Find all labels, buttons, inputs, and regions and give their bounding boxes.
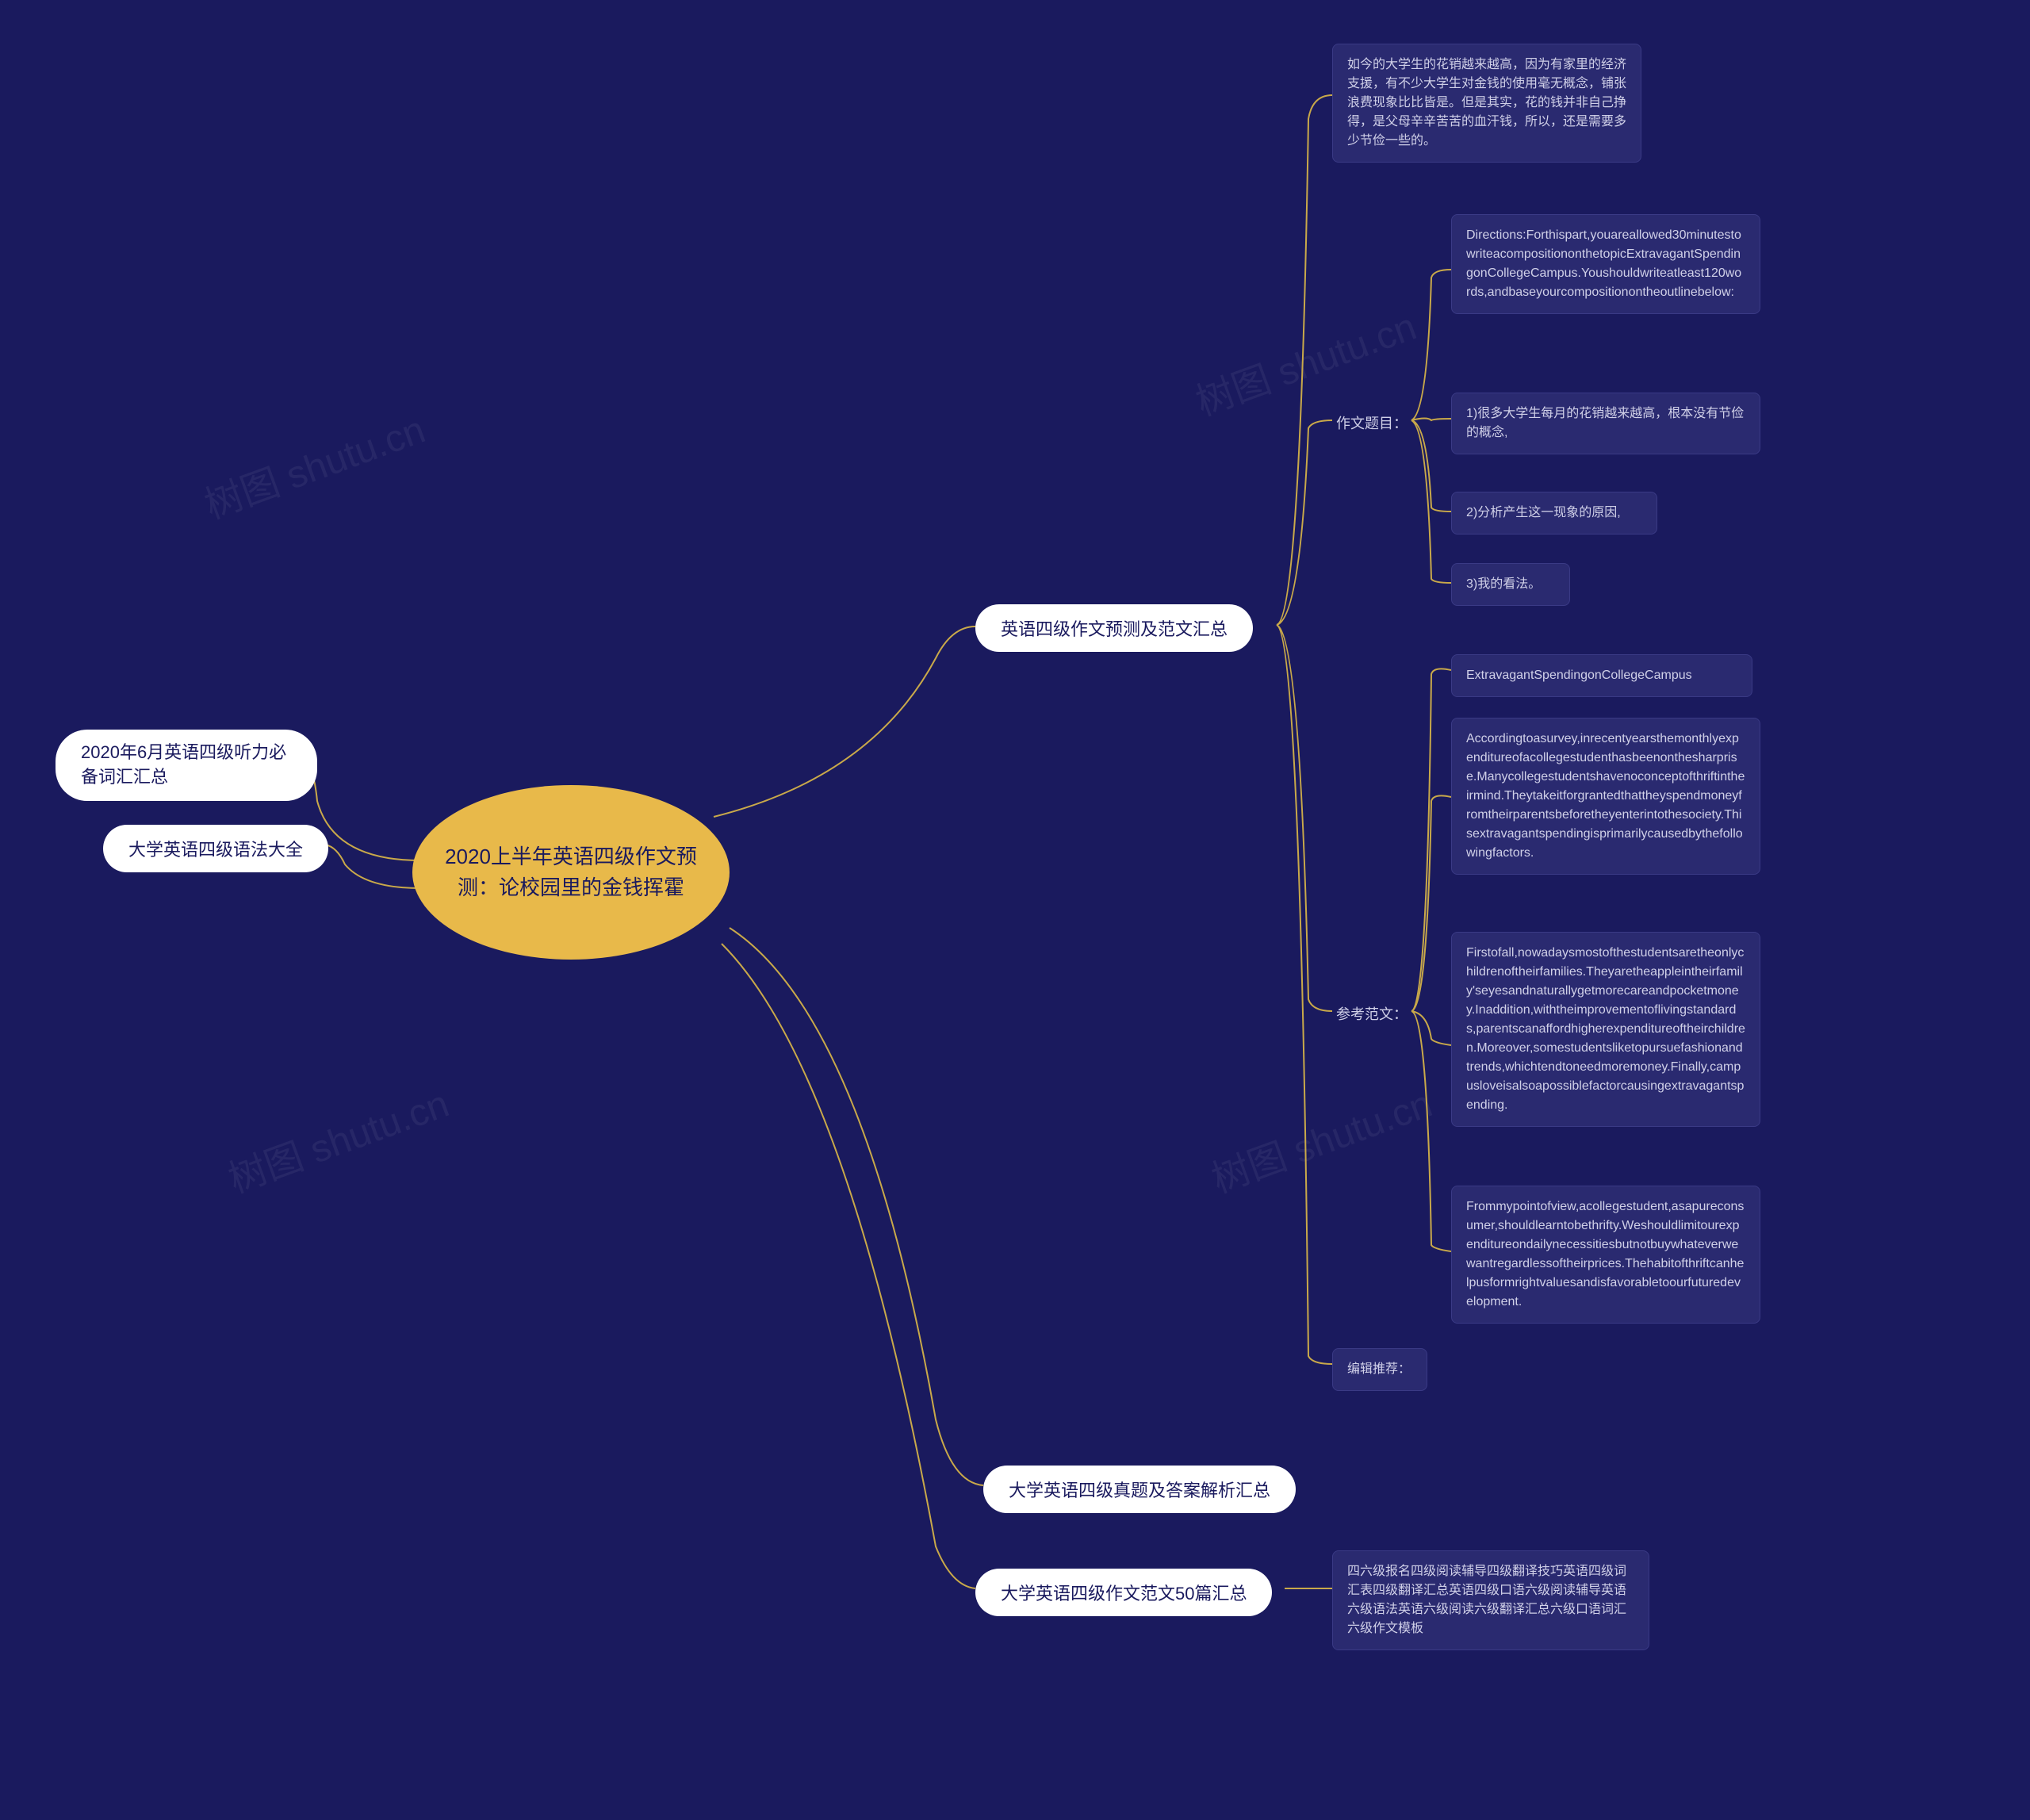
- essay-topic-item-3: 2)分析产生这一现象的原因,: [1451, 492, 1657, 535]
- sample-item-1: ExtravagantSpendingonCollegeCampus: [1451, 654, 1752, 697]
- right-branch-2: 大学英语四级真题及答案解析汇总: [983, 1466, 1296, 1513]
- right-branch-1: 英语四级作文预测及范文汇总: [975, 604, 1253, 652]
- center-title: 2020上半年英语四级作文预测：论校园里的金钱挥霍: [444, 841, 698, 903]
- right-branch-1-label: 英语四级作文预测及范文汇总: [1001, 615, 1228, 641]
- essay-topic-item-2-text: 1)很多大学生每月的花销越来越高，根本没有节俭的概念,: [1466, 407, 1744, 439]
- right-branch-3-label: 大学英语四级作文范文50篇汇总: [1001, 1580, 1247, 1605]
- essay-topic-item-3-text: 2)分析产生这一现象的原因,: [1466, 506, 1621, 519]
- intro-text: 如今的大学生的花销越来越高，因为有家里的经济支援，有不少大学生对金钱的使用毫无概…: [1347, 58, 1626, 148]
- intro-box: 如今的大学生的花销越来越高，因为有家里的经济支援，有不少大学生对金钱的使用毫无概…: [1332, 44, 1641, 163]
- editor-rec-text: 编辑推荐：: [1347, 1362, 1411, 1376]
- r3-child-text: 四六级报名四级阅读辅导四级翻译技巧英语四级词汇表四级翻译汇总英语四级口语六级阅读…: [1347, 1565, 1626, 1635]
- left-branch-2: 大学英语四级语法大全: [103, 825, 328, 872]
- watermark: 树图 shutu.cn: [1203, 1072, 1438, 1203]
- essay-topic-item-4-text: 3)我的看法。: [1466, 577, 1541, 591]
- essay-topic-item-4: 3)我的看法。: [1451, 563, 1570, 606]
- sample-item-3-text: Firstofall,nowadaysmostofthestudentsaret…: [1466, 946, 1745, 1112]
- sample-item-1-text: ExtravagantSpendingonCollegeCampus: [1466, 669, 1692, 682]
- left-branch-1-label: 2020年6月英语四级听力必备词汇汇总: [81, 741, 292, 790]
- left-branch-1: 2020年6月英语四级听力必备词汇汇总: [56, 730, 317, 801]
- watermark: 树图 shutu.cn: [196, 398, 431, 529]
- essay-topic-label-text: 作文题目：: [1336, 416, 1408, 431]
- left-branch-2-label: 大学英语四级语法大全: [128, 836, 303, 861]
- essay-topic-item-1-text: Directions:Forthispart,youareallowed30mi…: [1466, 228, 1741, 299]
- sample-item-2-text: Accordingtoasurvey,inrecentyearsthemonth…: [1466, 732, 1745, 860]
- sample-item-3: Firstofall,nowadaysmostofthestudentsaret…: [1451, 932, 1760, 1127]
- essay-topic-item-1: Directions:Forthispart,youareallowed30mi…: [1451, 214, 1760, 314]
- r3-child-box: 四六级报名四级阅读辅导四级翻译技巧英语四级词汇表四级翻译汇总英语四级口语六级阅读…: [1332, 1550, 1649, 1650]
- sample-item-4-text: Frommypointofview,acollegestudent,asapur…: [1466, 1200, 1744, 1308]
- essay-topic-item-2: 1)很多大学生每月的花销越来越高，根本没有节俭的概念,: [1451, 393, 1760, 454]
- right-branch-2-label: 大学英语四级真题及答案解析汇总: [1009, 1477, 1270, 1502]
- sample-item-4: Frommypointofview,acollegestudent,asapur…: [1451, 1186, 1760, 1324]
- watermark: 树图 shutu.cn: [1187, 295, 1423, 426]
- sample-label-text: 参考范文：: [1336, 1006, 1408, 1022]
- sample-item-2: Accordingtoasurvey,inrecentyearsthemonth…: [1451, 718, 1760, 875]
- essay-topic-label: 作文题目：: [1336, 412, 1408, 433]
- center-node: 2020上半年英语四级作文预测：论校园里的金钱挥霍: [412, 785, 730, 960]
- right-branch-3: 大学英语四级作文范文50篇汇总: [975, 1569, 1272, 1616]
- editor-rec: 编辑推荐：: [1332, 1348, 1427, 1391]
- sample-label: 参考范文：: [1336, 1003, 1408, 1024]
- watermark: 树图 shutu.cn: [220, 1072, 455, 1203]
